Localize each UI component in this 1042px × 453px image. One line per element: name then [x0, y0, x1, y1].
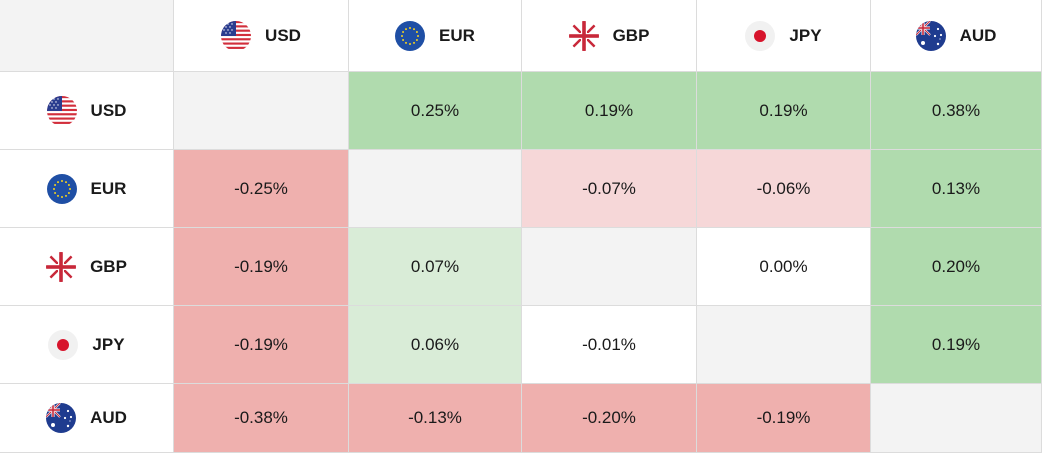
column-header-aud: AUD — [871, 0, 1042, 72]
cell-eur-eur — [349, 150, 522, 228]
eu-flag-icon — [395, 20, 426, 51]
row-header-label: JPY — [92, 334, 125, 354]
au-flag-icon — [915, 20, 946, 51]
row-header-eur: EUR — [0, 150, 174, 228]
cell-jpy-usd: -0.19% — [174, 306, 349, 384]
cell-aud-gbp: -0.20% — [522, 384, 697, 453]
us-flag-icon — [221, 20, 252, 51]
cell-usd-aud: 0.38% — [871, 72, 1042, 150]
column-header-label: USD — [265, 25, 301, 45]
cell-eur-usd: -0.25% — [174, 150, 349, 228]
column-header-eur: EUR — [349, 0, 522, 72]
column-header-gbp: GBP — [522, 0, 697, 72]
cell-jpy-gbp: -0.01% — [522, 306, 697, 384]
cell-jpy-jpy — [697, 306, 871, 384]
cell-usd-eur: 0.25% — [349, 72, 522, 150]
cell-gbp-eur: 0.07% — [349, 228, 522, 306]
jp-flag-icon — [745, 20, 776, 51]
cell-aud-usd: -0.38% — [174, 384, 349, 453]
row-header-gbp: GBP — [0, 228, 174, 306]
cell-jpy-eur: 0.06% — [349, 306, 522, 384]
row-header-label: USD — [90, 100, 127, 120]
column-header-usd: USD — [174, 0, 349, 72]
cell-aud-eur: -0.13% — [349, 384, 522, 453]
us-flag-icon — [46, 95, 77, 126]
eu-flag-icon — [46, 173, 77, 204]
row-header-usd: USD — [0, 72, 174, 150]
column-header-label: JPY — [789, 25, 822, 45]
row-header-jpy: JPY — [0, 306, 174, 384]
cell-usd-jpy: 0.19% — [697, 72, 871, 150]
column-header-label: GBP — [612, 25, 650, 45]
cell-jpy-aud: 0.19% — [871, 306, 1042, 384]
jp-flag-icon — [48, 329, 79, 360]
corner-cell — [0, 0, 174, 72]
row-header-label: GBP — [90, 256, 127, 276]
gb-flag-icon — [46, 251, 77, 282]
au-flag-icon — [46, 403, 77, 433]
row-header-label: EUR — [90, 178, 127, 198]
cell-usd-gbp: 0.19% — [522, 72, 697, 150]
column-header-label: AUD — [959, 25, 997, 45]
cell-eur-aud: 0.13% — [871, 150, 1042, 228]
cell-aud-jpy: -0.19% — [697, 384, 871, 453]
cell-eur-gbp: -0.07% — [522, 150, 697, 228]
column-header-jpy: JPY — [697, 0, 871, 72]
cell-gbp-usd: -0.19% — [174, 228, 349, 306]
cell-gbp-gbp — [522, 228, 697, 306]
cell-gbp-aud: 0.20% — [871, 228, 1042, 306]
cell-eur-jpy: -0.06% — [697, 150, 871, 228]
cell-gbp-jpy: 0.00% — [697, 228, 871, 306]
column-header-label: EUR — [439, 25, 475, 45]
gb-flag-icon — [568, 20, 599, 51]
cell-aud-aud — [871, 384, 1042, 453]
row-header-aud: AUD — [0, 384, 174, 453]
row-header-label: AUD — [90, 408, 127, 427]
cell-usd-usd — [174, 72, 349, 150]
